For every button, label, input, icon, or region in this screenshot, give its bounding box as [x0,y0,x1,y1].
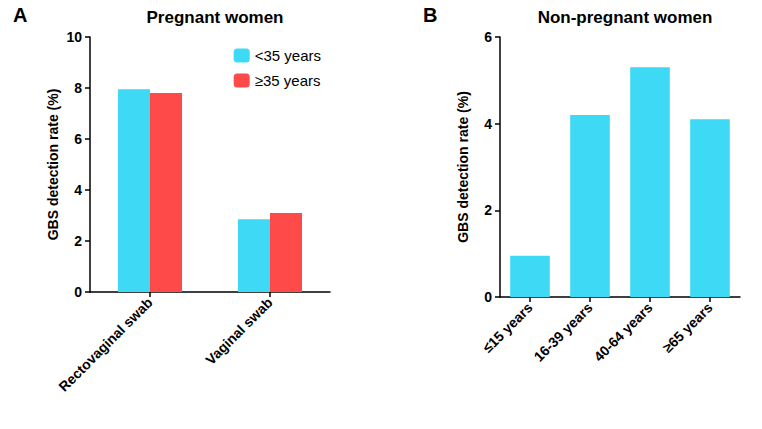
svg-text:≥65 years: ≥65 years [659,299,715,355]
svg-text:16-39 years: 16-39 years [530,299,595,364]
svg-text:GBS detection rate (%): GBS detection rate (%) [45,89,61,241]
svg-text:40-64 years: 40-64 years [590,299,655,364]
svg-text:4: 4 [484,116,492,132]
svg-text:10: 10 [66,29,82,45]
svg-text:4: 4 [74,182,82,198]
svg-text:2: 2 [74,233,82,249]
svg-text:B: B [423,4,437,26]
svg-text:Vaginal swab: Vaginal swab [202,294,275,367]
svg-text:A: A [13,4,27,26]
svg-text:<35 years: <35 years [255,47,321,64]
svg-text:8: 8 [74,80,82,96]
svg-text:GBS detection rate (%): GBS detection rate (%) [455,91,471,243]
svg-text:0: 0 [484,289,492,305]
svg-text:Pregnant women: Pregnant women [147,8,284,27]
svg-text:2: 2 [484,202,492,218]
svg-text:Rectovaginal swab: Rectovaginal swab [55,294,155,394]
svg-text:≥35 years: ≥35 years [255,72,321,89]
svg-text:6: 6 [74,131,82,147]
svg-text:Non-pregnant women: Non-pregnant women [538,8,713,27]
svg-text:≤15 years: ≤15 years [479,299,535,355]
svg-text:6: 6 [484,29,492,45]
svg-text:0: 0 [74,284,82,300]
